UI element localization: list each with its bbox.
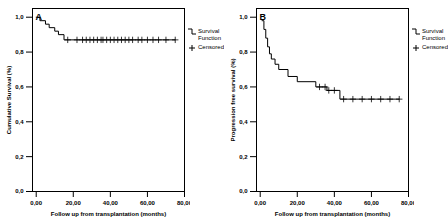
svg-text:0,6: 0,6 [239, 84, 248, 90]
svg-text:40,00: 40,00 [327, 200, 343, 206]
svg-text:0,2: 0,2 [15, 154, 24, 160]
svg-text:0,0: 0,0 [239, 188, 248, 194]
svg-text:0,0: 0,0 [15, 188, 24, 194]
svg-text:0,6: 0,6 [15, 84, 24, 90]
svg-text:0,4: 0,4 [239, 119, 248, 125]
svg-text:Follow up from transplantation: Follow up from transplantation (months) [275, 211, 390, 217]
svg-text:0,2: 0,2 [239, 154, 248, 160]
svg-text:80,00: 80,00 [177, 200, 190, 206]
svg-text:1,0: 1,0 [15, 14, 24, 20]
svg-text:A: A [36, 12, 43, 22]
svg-text:80,00: 80,00 [401, 200, 414, 206]
svg-text:20,00: 20,00 [66, 200, 82, 206]
svg-text:Follow up from transplantation: Follow up from transplantation (months) [51, 211, 166, 217]
html-text:Survival Function: Survival Function [198, 28, 221, 41]
svg-text:0,00: 0,00 [30, 200, 42, 206]
svg-text:60,00: 60,00 [140, 200, 156, 206]
svg-text:Cumulative Survival (%): Cumulative Survival (%) [6, 66, 12, 134]
svg-text:0,8: 0,8 [239, 49, 248, 55]
html-text:Censored: Censored [198, 44, 224, 50]
svg-text:1,0: 1,0 [239, 14, 248, 20]
svg-text:B: B [260, 12, 267, 22]
svg-text:40,00: 40,00 [103, 200, 119, 206]
html-text:Censored: Censored [422, 44, 448, 50]
svg-text:0,00: 0,00 [254, 200, 266, 206]
svg-text:0,4: 0,4 [15, 119, 24, 125]
svg-text:60,00: 60,00 [364, 200, 380, 206]
html-text:Survival Function: Survival Function [422, 28, 445, 41]
svg-text:0,8: 0,8 [15, 49, 24, 55]
svg-text:20,00: 20,00 [290, 200, 306, 206]
svg-text:Progression free survival (%): Progression free survival (%) [230, 58, 236, 141]
